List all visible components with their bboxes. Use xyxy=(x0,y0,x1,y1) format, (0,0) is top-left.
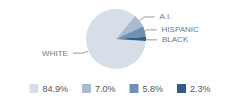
svg-text:7.0%: 7.0% xyxy=(95,84,116,94)
svg-text:2.3%: 2.3% xyxy=(190,84,211,94)
svg-text:84.9%: 84.9% xyxy=(42,84,68,94)
svg-text:BLACK: BLACK xyxy=(162,35,189,44)
svg-text:WHITE: WHITE xyxy=(42,49,68,58)
svg-text:A.I.: A.I. xyxy=(159,12,171,21)
svg-text:HISPANIC: HISPANIC xyxy=(162,25,199,34)
svg-text:5.8%: 5.8% xyxy=(143,84,164,94)
